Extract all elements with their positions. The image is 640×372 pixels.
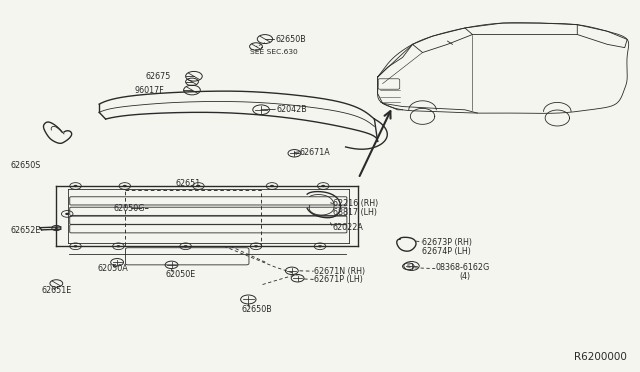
Circle shape: [270, 185, 274, 187]
Text: 62650S: 62650S: [11, 161, 41, 170]
Text: 08368-6162G: 08368-6162G: [435, 263, 490, 272]
Text: 62671P (LH): 62671P (LH): [314, 275, 362, 284]
Text: 62042B: 62042B: [276, 105, 307, 114]
Text: 62651E: 62651E: [42, 286, 72, 295]
Text: 62050G: 62050G: [114, 204, 145, 213]
Text: 62671N (RH): 62671N (RH): [314, 267, 365, 276]
Circle shape: [116, 245, 120, 247]
Text: (4): (4): [460, 272, 470, 280]
Circle shape: [74, 245, 77, 247]
Circle shape: [74, 185, 77, 187]
Text: S: S: [406, 264, 410, 269]
Circle shape: [254, 245, 258, 247]
Text: 68817 (LH): 68817 (LH): [333, 208, 377, 217]
Text: SEE SEC.630: SEE SEC.630: [250, 49, 298, 55]
Text: 62652E: 62652E: [11, 226, 41, 235]
Circle shape: [184, 245, 188, 247]
Text: 62022A: 62022A: [333, 223, 364, 232]
Text: 62651: 62651: [175, 179, 200, 187]
Text: 62650B: 62650B: [275, 35, 306, 44]
Text: 62674P (LH): 62674P (LH): [422, 247, 471, 256]
Text: 62675: 62675: [146, 72, 172, 81]
Circle shape: [318, 245, 322, 247]
Circle shape: [123, 185, 127, 187]
Text: 62050A: 62050A: [97, 264, 128, 273]
Circle shape: [196, 185, 200, 187]
Text: 62671A: 62671A: [300, 148, 330, 157]
Text: R6200000: R6200000: [574, 352, 627, 362]
Circle shape: [55, 227, 58, 229]
Text: 62673P (RH): 62673P (RH): [422, 238, 472, 247]
Circle shape: [65, 213, 69, 215]
Text: 62050E: 62050E: [165, 270, 195, 279]
Circle shape: [321, 185, 325, 187]
Text: 62650B: 62650B: [242, 305, 273, 314]
Text: 62216 (RH): 62216 (RH): [333, 199, 378, 208]
Text: 96017F: 96017F: [134, 86, 164, 94]
